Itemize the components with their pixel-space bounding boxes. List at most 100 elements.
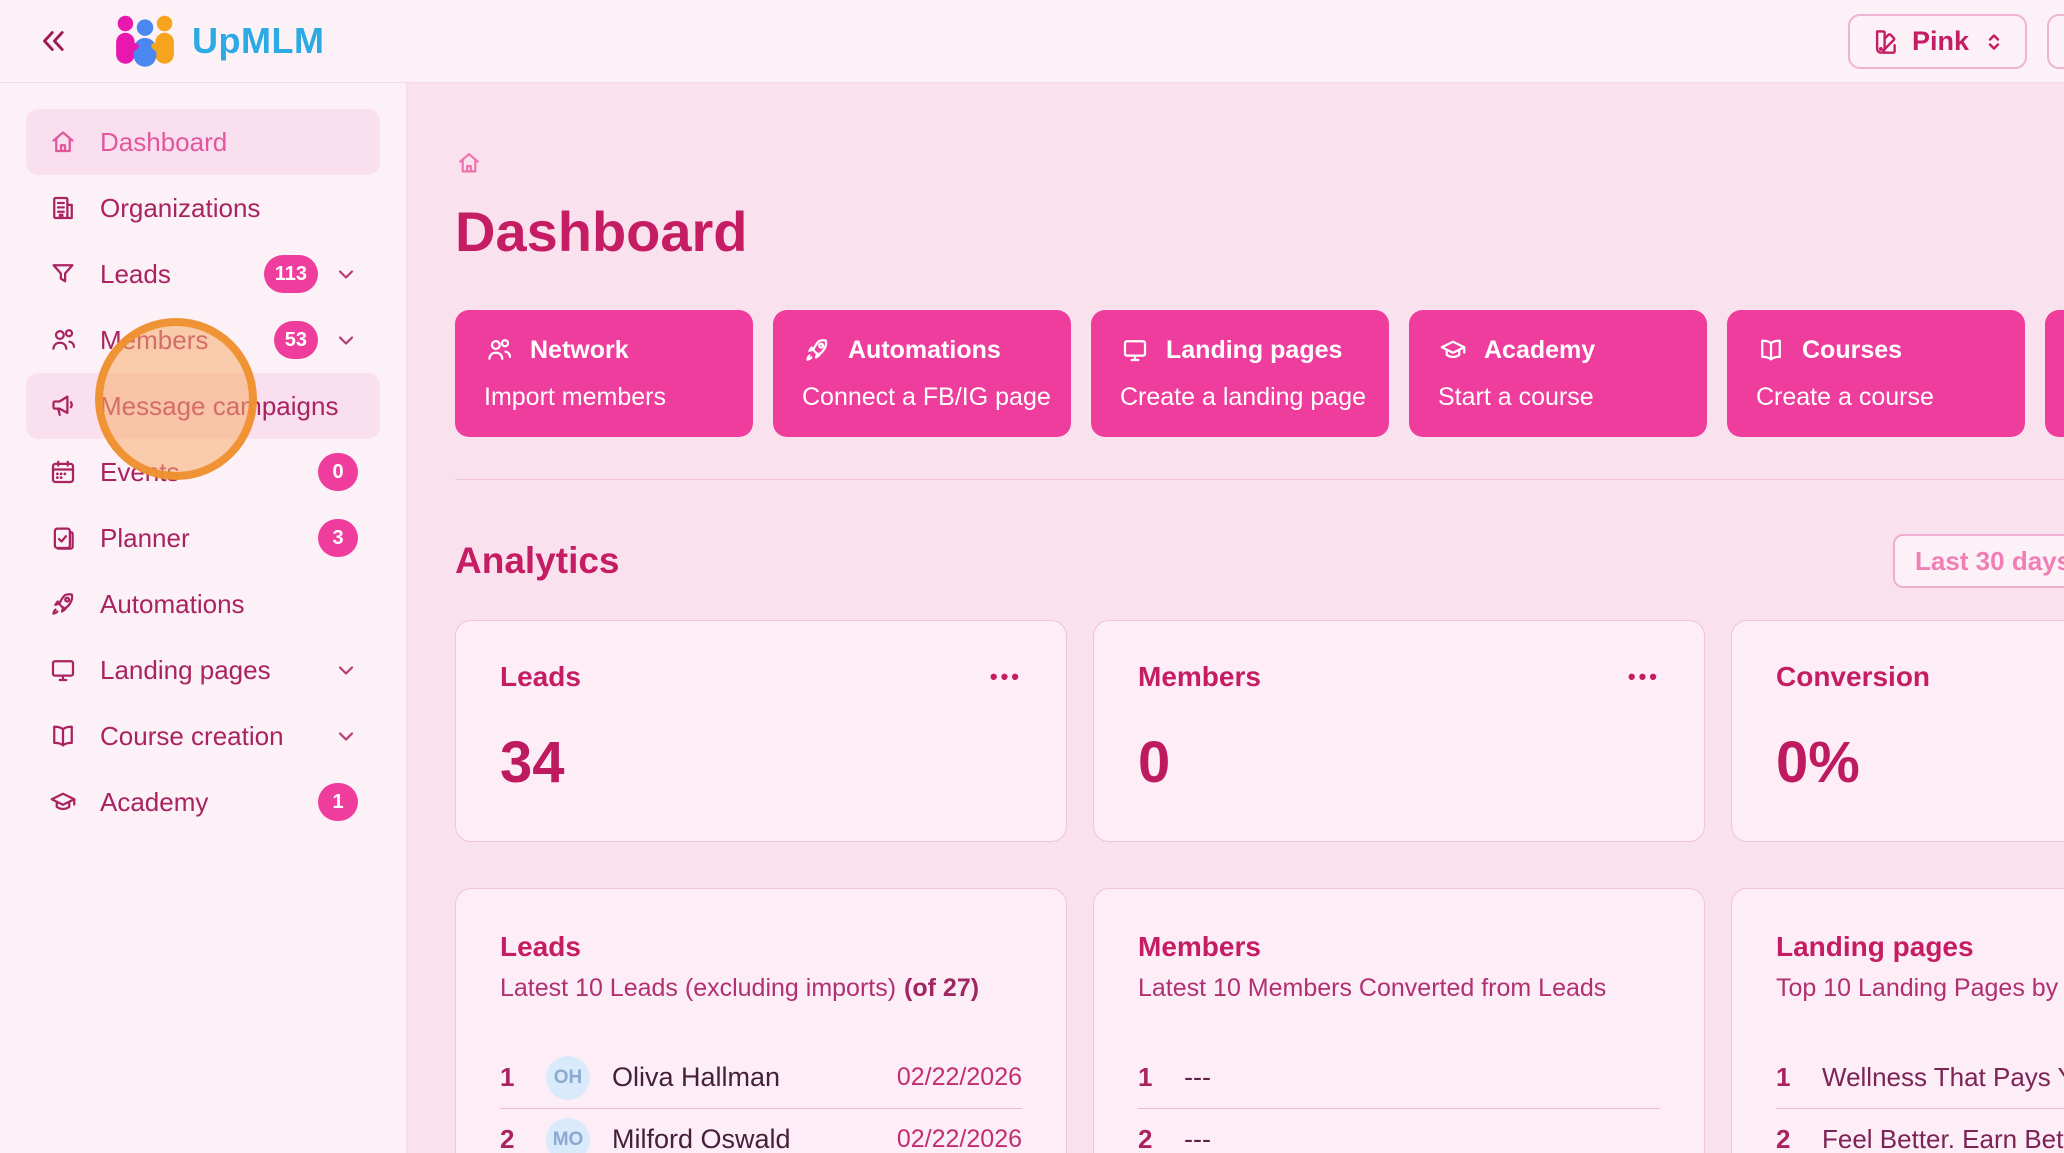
theme-selector-button[interactable]: Pink — [1847, 14, 2027, 69]
quick-action-automations[interactable]: Automations Connect a FB/IG page — [773, 310, 1071, 437]
main-content: Dashboard Network Import members Automat… — [407, 83, 2064, 1153]
chevron-down-icon[interactable] — [334, 658, 358, 682]
row-number: 2 — [1138, 1124, 1153, 1153]
member-row: 1 --- — [1138, 1047, 1660, 1109]
quick-action-landing-pages[interactable]: Landing pages Create a landing page — [1091, 310, 1389, 437]
sidebar-item-landing-pages[interactable]: Landing pages — [26, 637, 380, 703]
book-icon — [48, 721, 78, 751]
members-icon — [484, 335, 514, 365]
quick-action-subtitle: Create a course — [1756, 383, 1934, 411]
quick-action-academy[interactable]: Academy Start a course — [1409, 310, 1707, 437]
sidebar-item-events[interactable]: Events 0 — [26, 439, 380, 505]
lead-name: Milford Oswald — [612, 1124, 791, 1153]
sidebar-item-dashboard[interactable]: Dashboard — [26, 109, 380, 175]
quick-action-title: Courses — [1802, 335, 1903, 364]
quick-action-subtitle: Import members — [484, 383, 666, 411]
sidebar-item-leads[interactable]: Leads 113 — [26, 241, 380, 307]
list-title: Members — [1138, 931, 1261, 962]
quick-action-partial[interactable] — [2045, 310, 2064, 437]
calendar-icon — [48, 457, 78, 487]
member-row: 2 --- — [1138, 1109, 1660, 1153]
chevron-down-icon[interactable] — [334, 724, 358, 748]
chevrons-left-icon — [36, 24, 70, 58]
stat-title: Members — [1138, 661, 1261, 692]
sidebar-item-label: Leads — [100, 258, 171, 289]
sidebar-collapse-button[interactable] — [18, 24, 88, 58]
sidebar-item-label: Dashboard — [100, 126, 228, 157]
landing-page-row[interactable]: 2 Feel Better. Earn Better. — [1776, 1109, 2064, 1153]
planner-count-badge: 3 — [318, 519, 358, 557]
row-number: 2 — [500, 1124, 515, 1153]
member-name: --- — [1184, 1062, 1211, 1092]
ellipsis-menu-icon[interactable]: ••• — [1627, 664, 1660, 689]
theme-name: Pink — [1911, 26, 1969, 56]
stat-title: Leads — [500, 661, 581, 692]
sidebar-item-planner[interactable]: Planner 3 — [26, 505, 380, 571]
graduation-cap-icon — [1438, 335, 1468, 365]
quick-action-title: Automations — [848, 335, 1001, 364]
lead-row[interactable]: 1 OH Oliva Hallman 02/22/2026 — [500, 1047, 1022, 1109]
row-number: 1 — [1138, 1062, 1153, 1092]
lead-date: 02/22/2026 — [896, 1063, 1022, 1091]
quick-action-network[interactable]: Network Import members — [455, 310, 753, 437]
chevron-updown-icon — [1982, 30, 2006, 54]
building-icon — [48, 193, 78, 223]
sidebar-item-label: Members — [100, 324, 209, 355]
app-header: UpMLM Pink — [0, 0, 2064, 83]
events-count-badge: 0 — [318, 453, 358, 491]
partial-header-button[interactable] — [2047, 14, 2064, 69]
chevron-down-icon[interactable] — [334, 262, 358, 286]
stat-value: 0% — [1776, 730, 1860, 795]
landing-page-row[interactable]: 1 Wellness That Pays You Back — [1776, 1047, 2064, 1109]
quick-action-title: Academy — [1484, 335, 1596, 364]
sidebar-item-label: Landing pages — [100, 654, 271, 685]
quick-action-title: Network — [530, 335, 629, 364]
member-name: --- — [1184, 1124, 1211, 1153]
row-number: 1 — [500, 1062, 515, 1092]
rocket-icon — [802, 335, 832, 365]
rocket-icon — [48, 589, 78, 619]
members-icon — [48, 325, 78, 355]
avatar: OH — [546, 1055, 590, 1100]
page-title: Dashboard — [455, 200, 748, 263]
quick-action-courses[interactable]: Courses Create a course — [1727, 310, 2025, 437]
leads-count-badge: 113 — [263, 255, 318, 293]
list-title: Landing pages — [1776, 931, 1974, 962]
sidebar-item-course-creation[interactable]: Course creation — [26, 703, 380, 769]
list-subtitle: Latest 10 Members Converted from Leads — [1138, 974, 1607, 1002]
analytics-lists-row: Leads Latest 10 Leads (excluding imports… — [455, 888, 2064, 1153]
sidebar-nav: Dashboard Organizations Leads 113 — [0, 83, 407, 1153]
megaphone-icon — [48, 391, 78, 421]
stat-card-conversion: Conversion 0% — [1731, 620, 2064, 842]
sidebar-item-automations[interactable]: Automations — [26, 571, 380, 637]
sidebar-item-label: Planner — [100, 522, 190, 553]
date-range-filter[interactable]: Last 30 days 01/2 — [1893, 534, 2064, 588]
book-icon — [1756, 335, 1786, 365]
stat-value: 34 — [500, 730, 565, 795]
list-subtitle: Top 10 Landing Pages by Conversion — [1776, 974, 2064, 1002]
sidebar-item-message-campaigns[interactable]: Message campaigns — [26, 373, 380, 439]
upmlm-logo-icon — [112, 12, 178, 70]
brand-name: UpMLM — [192, 20, 325, 61]
app-logo[interactable]: UpMLM — [112, 12, 324, 70]
monitor-icon — [48, 655, 78, 685]
breadcrumb-home-icon[interactable] — [455, 149, 483, 177]
sidebar-item-members[interactable]: Members 53 — [26, 307, 380, 373]
sidebar-item-label: Automations — [100, 588, 245, 619]
sidebar-item-organizations[interactable]: Organizations — [26, 175, 380, 241]
planner-icon — [48, 523, 78, 553]
row-number: 2 — [1776, 1124, 1791, 1153]
home-icon — [48, 127, 78, 157]
academy-count-badge: 1 — [318, 783, 358, 821]
list-card-members: Members Latest 10 Members Converted from… — [1093, 888, 1705, 1153]
chevron-down-icon[interactable] — [334, 328, 358, 352]
quick-actions-row: Network Import members Automations Conne… — [455, 310, 2064, 437]
lead-row[interactable]: 2 MO Milford Oswald 02/22/2026 — [500, 1109, 1022, 1153]
ellipsis-menu-icon[interactable]: ••• — [989, 664, 1022, 689]
sidebar-item-academy[interactable]: Academy 1 — [26, 769, 380, 835]
section-divider — [455, 479, 2064, 480]
list-card-leads: Leads Latest 10 Leads (excluding imports… — [455, 888, 1067, 1153]
sidebar-item-label: Academy — [100, 786, 209, 817]
graduation-cap-icon — [48, 787, 78, 817]
monitor-icon — [1120, 335, 1150, 365]
